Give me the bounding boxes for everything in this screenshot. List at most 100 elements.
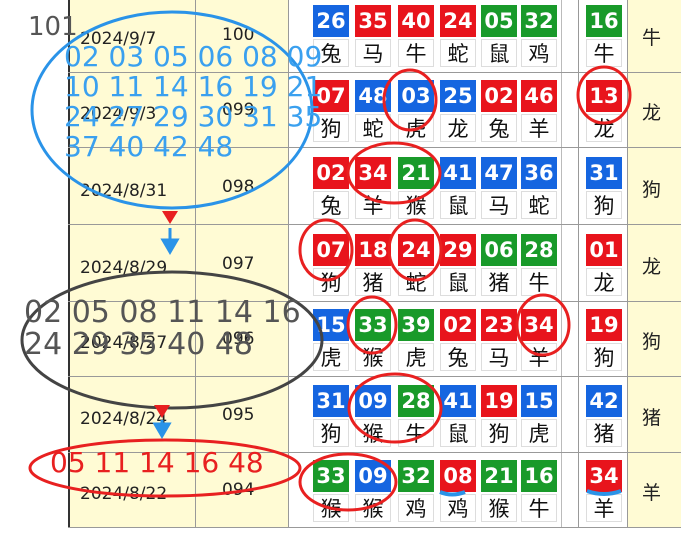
ball-zodiac: 马 — [481, 191, 517, 219]
row-zodiac: 猪 — [642, 407, 662, 429]
ball-number: 26 — [313, 5, 349, 37]
ball-zodiac: 鼠 — [481, 39, 517, 67]
ball-zodiac: 虎 — [521, 419, 557, 447]
issue-annotation: 101 — [28, 12, 78, 42]
ball-number: 40 — [398, 5, 434, 37]
ball-zodiac: 蛇 — [521, 191, 557, 219]
red-ellipse — [28, 438, 302, 498]
divider — [561, 0, 562, 528]
ball-zodiac: 兔 — [440, 343, 476, 371]
row-zodiac: 狗 — [642, 331, 662, 353]
blue-arrow — [152, 420, 172, 439]
ball-number: 16 — [521, 460, 557, 492]
blue-underline — [439, 490, 466, 497]
zodiac-column — [627, 0, 681, 528]
ball-number: 41 — [440, 385, 476, 417]
gray-numbers: 02 05 08 11 14 16 — [24, 295, 301, 330]
special-zodiac: 龙 — [586, 268, 622, 296]
ball-zodiac: 牛 — [398, 39, 434, 67]
special-number: 01 — [586, 234, 622, 266]
blue-ellipse — [30, 10, 314, 210]
ball-zodiac: 鼠 — [440, 268, 476, 296]
ball-zodiac: 牛 — [521, 494, 557, 522]
ball-zodiac: 蛇 — [398, 268, 434, 296]
ball-number: 24 — [398, 234, 434, 266]
blue-arrow — [160, 228, 180, 255]
special-number: 42 — [586, 385, 622, 417]
blue-numbers: 37 40 42 48 — [64, 130, 234, 163]
ball-number: 28 — [521, 234, 557, 266]
date: 2024/9/7 — [80, 29, 157, 49]
ball-zodiac: 马 — [481, 343, 517, 371]
blue-underline — [586, 489, 622, 496]
gray-numbers: 24 29 35 40 48 — [24, 327, 254, 362]
ball-zodiac: 羊 — [521, 114, 557, 142]
highlight-circles — [298, 65, 632, 512]
divider — [195, 0, 196, 528]
row-zodiac: 羊 — [642, 482, 662, 504]
ball-zodiac: 蛇 — [440, 39, 476, 67]
issue: 094 — [222, 480, 255, 500]
ball-zodiac: 鸡 — [440, 494, 476, 522]
ball-number: 36 — [521, 157, 557, 189]
ball-zodiac: 兔 — [313, 191, 349, 219]
ball-number: 24 — [440, 5, 476, 37]
special-number: 34 — [586, 460, 622, 492]
ball-number: 34 — [355, 157, 391, 189]
row-line — [68, 527, 681, 528]
ball-number: 21 — [398, 157, 434, 189]
ball-number: 06 — [481, 234, 517, 266]
divider — [578, 0, 579, 528]
ball-zodiac: 鼠 — [440, 191, 476, 219]
ball-number: 02 — [440, 309, 476, 341]
ball-zodiac: 猪 — [481, 268, 517, 296]
ball-number: 32 — [398, 460, 434, 492]
ball-zodiac: 狗 — [481, 419, 517, 447]
ball-zodiac: 虎 — [398, 343, 434, 371]
special-zodiac: 猪 — [586, 419, 622, 447]
special-number: 31 — [586, 157, 622, 189]
ball-zodiac: 虎 — [313, 343, 349, 371]
row-zodiac: 龙 — [642, 256, 662, 278]
ball-number: 35 — [355, 5, 391, 37]
ball-number: 33 — [313, 460, 349, 492]
date: 2024/8/27 — [80, 333, 168, 353]
ball-number: 33 — [355, 309, 391, 341]
issue: 099 — [222, 100, 255, 120]
ball-zodiac: 鼠 — [440, 419, 476, 447]
ball-number: 29 — [440, 234, 476, 266]
ball-zodiac: 猴 — [481, 494, 517, 522]
ball-number: 09 — [355, 385, 391, 417]
ball-number: 28 — [398, 385, 434, 417]
ball-number: 03 — [398, 80, 434, 112]
red-numbers: 05 11 14 16 48 — [50, 446, 264, 479]
ball-number: 25 — [440, 80, 476, 112]
row-zodiac: 狗 — [642, 179, 662, 201]
ball-number: 05 — [481, 5, 517, 37]
issue: 097 — [222, 254, 255, 274]
date: 2024/8/24 — [80, 409, 168, 429]
ball-number: 23 — [481, 309, 517, 341]
ball-zodiac: 羊 — [355, 191, 391, 219]
ball-number: 32 — [521, 5, 557, 37]
date: 2024/9/3 — [80, 104, 157, 124]
row-line — [68, 72, 681, 73]
ball-number: 34 — [521, 309, 557, 341]
special-zodiac: 牛 — [586, 39, 622, 67]
red-arrow — [162, 211, 178, 224]
row-line — [68, 147, 681, 148]
ball-number: 47 — [481, 157, 517, 189]
ball-zodiac: 龙 — [440, 114, 476, 142]
row-line — [68, 452, 681, 453]
ball-number: 46 — [521, 80, 557, 112]
blue-numbers: 24 27 29 30 31 35 — [64, 100, 323, 133]
ball-zodiac: 马 — [355, 39, 391, 67]
ball-zodiac: 猪 — [355, 268, 391, 296]
ball-zodiac: 鸡 — [521, 39, 557, 67]
ball-number: 07 — [313, 80, 349, 112]
ball-number: 02 — [481, 80, 517, 112]
blue-numbers: 10 11 14 16 19 21 — [64, 70, 323, 103]
ball-number: 19 — [481, 385, 517, 417]
